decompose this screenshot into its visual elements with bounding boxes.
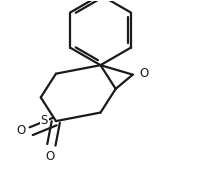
Text: O: O <box>138 67 148 80</box>
Text: S: S <box>40 114 48 127</box>
Text: O: O <box>17 124 26 137</box>
Text: O: O <box>45 150 55 163</box>
